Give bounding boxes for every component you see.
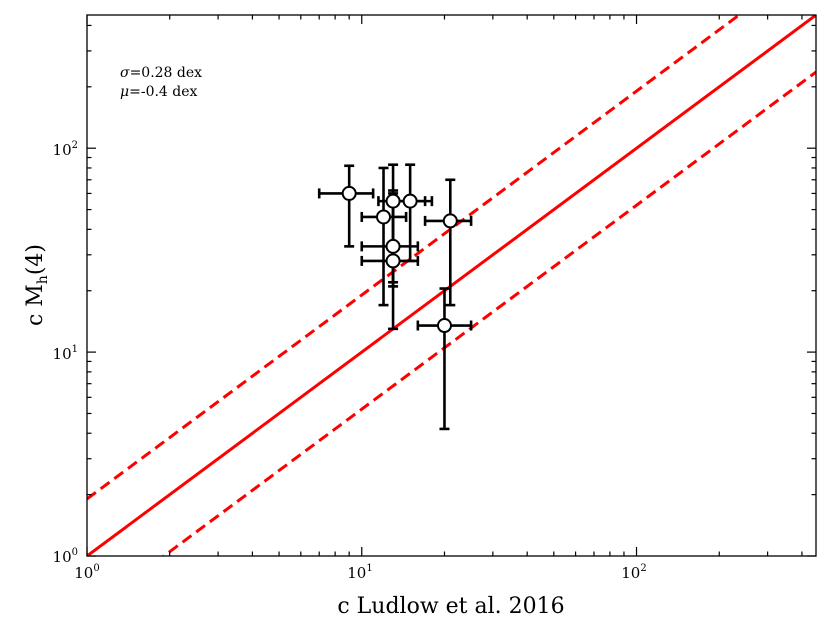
x-tick-label: 102 — [621, 563, 646, 582]
scatter-band-line — [87, 15, 742, 501]
minor-ticks — [87, 15, 816, 556]
data-point — [385, 193, 401, 209]
mu-annotation: μ=-0.4 dex — [120, 84, 198, 100]
data-point — [385, 238, 401, 254]
data-point — [442, 213, 458, 229]
data-point — [436, 318, 452, 334]
x-tick-label: 100 — [74, 563, 99, 582]
x-axis-label: c Ludlow et al. 2016 — [337, 594, 564, 619]
tick-labels: 100 101 102 100 101 102 — [53, 140, 647, 582]
y-tick-label: 100 — [53, 547, 78, 566]
data-point — [402, 193, 418, 209]
sigma-annotation: σ=0.28 dex — [120, 65, 202, 81]
data-point — [341, 185, 357, 201]
data-point — [385, 253, 401, 269]
plot-frame — [86, 14, 817, 557]
y-tick-label: 102 — [53, 140, 78, 159]
y-axis-label: c Mh(4) — [23, 244, 51, 326]
scatter-band-line — [161, 70, 816, 556]
x-tick-label: 101 — [347, 563, 372, 582]
y-tick-label: 101 — [53, 344, 78, 363]
data-point — [376, 209, 392, 225]
data-points — [341, 185, 458, 334]
